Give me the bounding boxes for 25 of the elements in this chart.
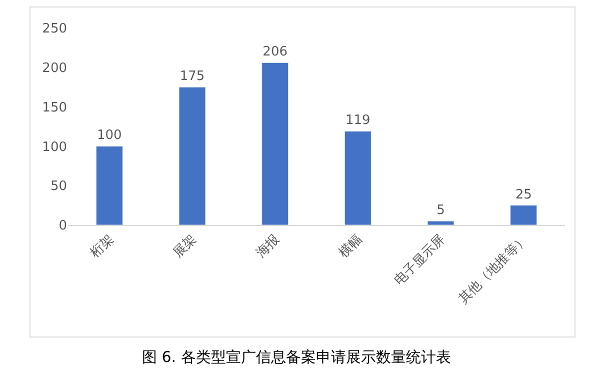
bar [510, 205, 538, 225]
bar [427, 220, 454, 225]
data-label: 206 [262, 44, 288, 60]
x-tick-label: 横幅 [336, 232, 366, 261]
bar [178, 86, 206, 225]
caption: 图 6. 各类型宣广信息备案申请展示数量统计表 [142, 348, 451, 366]
data-label: 119 [346, 113, 370, 128]
x-tick-label: 展架 [170, 232, 200, 261]
y-tick-label: 50 [50, 179, 67, 194]
y-tick-label: 250 [42, 22, 67, 37]
bar [344, 130, 372, 225]
data-label: 5 [436, 203, 445, 218]
bar [96, 146, 123, 225]
data-label: 25 [515, 187, 532, 202]
bar [262, 62, 289, 225]
y-tick-label: 150 [42, 100, 67, 116]
y-tick-label: 100 [42, 140, 67, 155]
x-tick-label: 电子显示屏 [392, 232, 448, 288]
x-tick-label: 桁架 [88, 232, 117, 261]
x-tick-label: 其他（地推等） [456, 232, 532, 307]
x-tick-label: 海报 [254, 232, 283, 261]
data-label: 100 [97, 128, 122, 144]
data-label: 175 [180, 69, 205, 84]
y-tick-label: 0 [58, 218, 67, 234]
y-tick-label: 200 [42, 60, 67, 76]
